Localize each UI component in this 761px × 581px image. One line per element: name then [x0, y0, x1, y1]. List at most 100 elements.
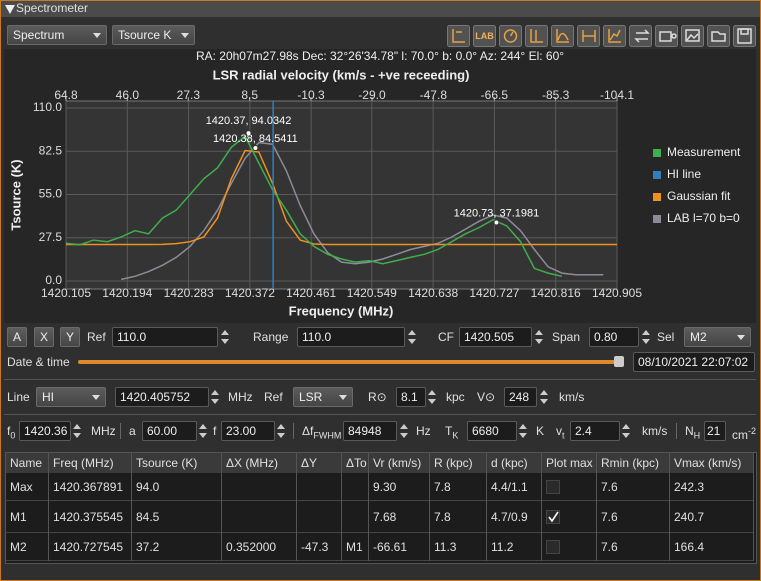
legend-swatch	[653, 171, 661, 179]
icon-button[interactable]	[707, 25, 730, 47]
x-axis-title: Frequency (MHz)	[289, 303, 394, 318]
spin[interactable]	[539, 387, 549, 407]
icon-button[interactable]	[655, 25, 678, 47]
slider-thumb[interactable]	[614, 356, 624, 367]
icon-button[interactable]	[603, 25, 626, 47]
column-header[interactable]: ΔX (MHz)	[222, 453, 297, 473]
column-header[interactable]: d (kpc)	[487, 453, 542, 473]
table-cell: -66.61	[369, 533, 430, 561]
spin[interactable]	[72, 421, 82, 441]
line-freq-input[interactable]: 1420.405752	[115, 387, 209, 407]
table-cell: 7.6	[597, 533, 670, 561]
spin[interactable]	[399, 421, 409, 441]
top-tick-label: 27.3	[177, 88, 201, 102]
r-sun-input[interactable]: 8.1	[396, 387, 426, 407]
nh-input[interactable]: 21	[704, 421, 726, 441]
spin[interactable]	[641, 327, 651, 347]
f0-input[interactable]: 1420.36	[19, 421, 71, 441]
icon-button[interactable]	[629, 25, 652, 47]
plot-max-checkbox[interactable]	[546, 540, 560, 554]
table-cell: 37.2	[132, 533, 222, 561]
column-header[interactable]: R (kpc)	[430, 453, 487, 473]
table-cell: 7.6	[597, 501, 670, 533]
icon-button[interactable]	[447, 25, 470, 47]
window-title: Spectrometer	[16, 1, 89, 15]
legend-swatch	[653, 149, 661, 157]
top-axis-title: LSR radial velocity (km/s - +ve receedin…	[213, 67, 470, 82]
row-divider	[6, 532, 754, 533]
y-tick-label: 82.5	[39, 143, 63, 157]
spin[interactable]	[220, 327, 230, 347]
range-input[interactable]: 110.0	[297, 327, 405, 347]
label: Δf	[302, 424, 314, 438]
mode-select[interactable]: Spectrum	[7, 25, 107, 45]
ref-input[interactable]: 110.0	[112, 327, 218, 347]
table-cell: 0.352000	[222, 533, 297, 561]
empty-cell	[297, 501, 342, 533]
x-tick-label: 1420.638	[408, 286, 458, 300]
datetime-slider[interactable]	[78, 360, 623, 364]
column-header[interactable]: ΔY	[297, 453, 342, 473]
x-tick-label: 1420.816	[531, 286, 581, 300]
cf-label: CF	[438, 330, 454, 344]
axes-button[interactable]: X	[34, 327, 54, 347]
unit: MHz	[228, 390, 253, 404]
label-sub: K	[452, 430, 459, 441]
fwhm-input[interactable]: 84948	[343, 421, 397, 441]
span-input[interactable]: 0.80	[589, 327, 639, 347]
column-header[interactable]: Vr (km/s)	[369, 453, 430, 473]
spectrum-chart: RA: 20h07m27.98s Dec: 32°26'34.78" l: 70…	[4, 49, 756, 323]
column-header[interactable]: ΔTo	[342, 453, 369, 473]
plot-max-checkbox[interactable]	[546, 510, 560, 524]
spin[interactable]	[407, 327, 417, 347]
f-label: f	[213, 424, 217, 438]
table-cell: 11.3	[430, 533, 487, 561]
vt-input[interactable]: 2.4	[570, 421, 620, 441]
datetime-input[interactable]: 08/10/2021 22:07:02	[633, 352, 755, 372]
label-sub: t	[562, 430, 565, 441]
column-header[interactable]: Freq (MHz)	[49, 453, 132, 473]
collapse-arrow[interactable]	[5, 5, 15, 14]
table-cell: 242.3	[670, 473, 754, 501]
ref-label: Ref	[87, 330, 106, 344]
column-header[interactable]: Tsource (K)	[132, 453, 222, 473]
spin[interactable]	[210, 387, 220, 407]
spin[interactable]	[427, 387, 437, 407]
legend-label: Measurement	[667, 145, 741, 159]
label: f	[7, 424, 11, 438]
checkbox-box	[546, 480, 560, 494]
tk-input[interactable]: 6680	[467, 421, 517, 441]
column-header[interactable]: Vmax (km/s)	[670, 453, 754, 473]
spin[interactable]	[518, 421, 528, 441]
nh-label: NH	[685, 421, 700, 445]
line-select[interactable]: HI	[36, 387, 106, 407]
icon-button[interactable]	[733, 25, 756, 47]
column-header[interactable]: Name	[6, 453, 49, 473]
column-header[interactable]: Rmin (kpc)	[597, 453, 670, 473]
icon-button[interactable]	[499, 25, 522, 47]
icon-button[interactable]	[551, 25, 574, 47]
sel-select[interactable]: M2	[684, 327, 751, 347]
f-input[interactable]: 23.00	[221, 421, 275, 441]
spin[interactable]	[534, 327, 544, 347]
ref-frame-select[interactable]: LSR	[293, 387, 353, 407]
marker-label: 1420.37, 94.0342	[206, 115, 292, 127]
spin[interactable]	[621, 421, 631, 441]
spin[interactable]	[276, 421, 286, 441]
plot-max-checkbox[interactable]	[546, 480, 560, 494]
cf-input[interactable]: 1420.505	[459, 327, 532, 347]
legend-label: Gaussian fit	[667, 189, 731, 203]
table-cell: 7.8	[430, 501, 487, 533]
ref-frame-label: Ref	[264, 390, 283, 404]
column-header[interactable]: Plot max	[542, 453, 597, 473]
v-sun-input[interactable]: 248	[504, 387, 537, 407]
table-cell: 7.8	[430, 473, 487, 501]
axes-button[interactable]: A	[7, 327, 27, 347]
units-select[interactable]: Tsource K	[112, 25, 195, 45]
spin[interactable]	[198, 421, 208, 441]
axes-button[interactable]: Y	[60, 327, 80, 347]
top-tick-label: 46.0	[116, 88, 140, 102]
a-input[interactable]: 60.00	[142, 421, 197, 441]
x-tick-label: 1420.461	[286, 286, 336, 300]
icon-button[interactable]	[473, 25, 496, 47]
